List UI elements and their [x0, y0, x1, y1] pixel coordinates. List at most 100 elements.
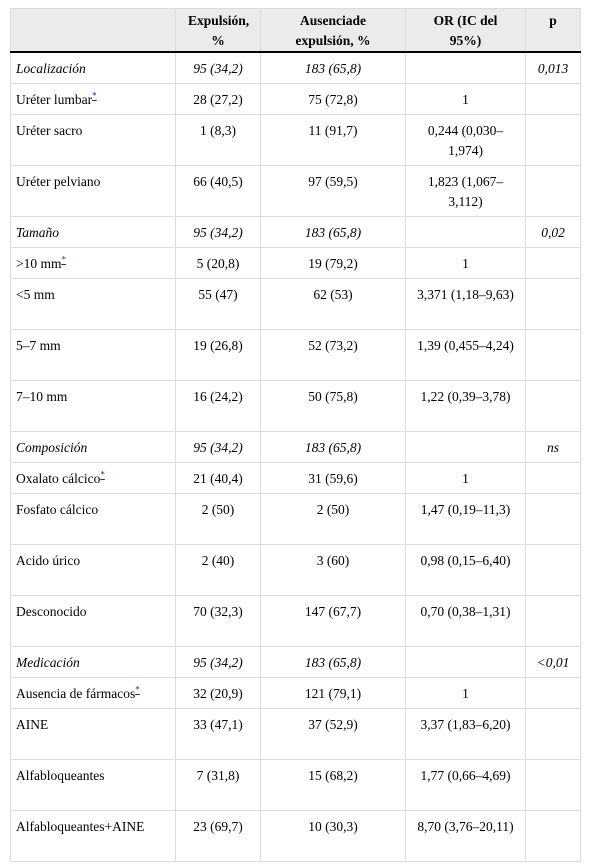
cell-ausencia: 75 (72,8) [260, 83, 406, 115]
cell-or: 0,244 (0,030–1,974) [405, 114, 526, 166]
cell-p [525, 83, 581, 115]
data-row: Fosfato cálcico 2 (50) 2 (50) 1,47 (0,19–11… [10, 493, 581, 545]
cell-ausencia: 19 (79,2) [260, 247, 406, 279]
cell-p [525, 493, 581, 545]
label-text: 7–10 mm [16, 389, 68, 404]
label-text: >10 mm [16, 256, 62, 271]
cell-expulsion: 55 (47) [175, 278, 261, 330]
row-label: Uréter sacro [10, 114, 176, 166]
cell-or [405, 51, 526, 84]
cell-or [405, 646, 526, 678]
row-label: Alfabloqueantes+AINE [10, 810, 176, 862]
label-text: Uréter pelviano [16, 174, 101, 189]
results-table: Expulsión, % Ausenciade expulsión, % OR … [10, 8, 581, 862]
section-row: Tamaño 95 (34,2) 183 (65,8) 0,02 [10, 216, 581, 248]
data-row: AINE 33 (47,1) 37 (52,9) 3,37 (1,83–6,20) [10, 708, 581, 760]
cell-or: 1,22 (0,39–3,78) [405, 380, 526, 432]
header-cell: OR (IC del 95%) [405, 8, 526, 53]
cell-or: 3,37 (1,83–6,20) [405, 708, 526, 760]
header-row: Expulsión, % Ausenciade expulsión, % OR … [10, 8, 581, 53]
cell-or: 0,98 (0,15–6,40) [405, 544, 526, 596]
cell-ausencia: 183 (65,8) [260, 216, 406, 248]
cell-p: 0,02 [525, 216, 581, 248]
row-label: Uréter lumbar* [10, 83, 176, 115]
label-text: Alfabloqueantes+AINE [16, 819, 145, 834]
cell-ausencia: 147 (67,7) [260, 595, 406, 647]
cell-ausencia: 62 (53) [260, 278, 406, 330]
row-label: Uréter pelviano [10, 165, 176, 217]
cell-ausencia: 183 (65,8) [260, 646, 406, 678]
cell-expulsion: 95 (34,2) [175, 431, 261, 463]
data-row: Uréter pelviano 66 (40,5) 97 (59,5) 1,823 (… [10, 165, 581, 217]
cell-ausencia: 121 (79,1) [260, 677, 406, 709]
data-row: Ausencia de fármacos* 32 (20,9) 121 (79,1)… [10, 677, 581, 709]
cell-or: 1 [405, 462, 526, 494]
label-text: Ausencia de fármacos [16, 686, 136, 701]
label-text: Localización [16, 61, 86, 76]
label-text: AINE [16, 717, 49, 732]
cell-expulsion: 2 (40) [175, 544, 261, 596]
cell-ausencia: 3 (60) [260, 544, 406, 596]
cell-or [405, 216, 526, 248]
header-cell: p [525, 8, 581, 53]
cell-p: ns [525, 431, 581, 463]
label-text: Oxalato cálcico [16, 471, 101, 486]
cell-p [525, 708, 581, 760]
cell-p: 0,013 [525, 51, 581, 84]
cell-or: 1 [405, 247, 526, 279]
footnote-mark: * [61, 254, 67, 265]
cell-expulsion: 95 (34,2) [175, 646, 261, 678]
cell-or: 1 [405, 83, 526, 115]
cell-p [525, 462, 581, 494]
row-label: Medicación [10, 646, 176, 678]
label-text: Composición [16, 440, 88, 455]
cell-expulsion: 5 (20,8) [175, 247, 261, 279]
section-row: Medicación 95 (34,2) 183 (65,8) <0,01 [10, 646, 581, 678]
cell-expulsion: 19 (26,8) [175, 329, 261, 381]
row-label: AINE [10, 708, 176, 760]
cell-ausencia: 183 (65,8) [260, 431, 406, 463]
label-text: Tamaño [16, 225, 60, 240]
header-cell: Expulsión, % [175, 8, 261, 53]
row-label: Acido úrico [10, 544, 176, 596]
row-label: Oxalato cálcico* [10, 462, 176, 494]
cell-p: <0,01 [525, 646, 581, 678]
cell-expulsion: 23 (69,7) [175, 810, 261, 862]
data-row: >10 mm* 5 (20,8) 19 (79,2) 1 [10, 247, 581, 279]
data-row: 5–7 mm 19 (26,8) 52 (73,2) 1,39 (0,455–4,24… [10, 329, 581, 381]
cell-or: 1,77 (0,66–4,69) [405, 759, 526, 811]
label-text: 5–7 mm [16, 338, 61, 353]
row-label: Ausencia de fármacos* [10, 677, 176, 709]
data-row: Oxalato cálcico* 21 (40,4) 31 (59,6) 1 [10, 462, 581, 494]
label-text: Desconocido [16, 604, 87, 619]
cell-ausencia: 183 (65,8) [260, 51, 406, 84]
row-label: Tamaño [10, 216, 176, 248]
cell-ausencia: 10 (30,3) [260, 810, 406, 862]
cell-or: 8,70 (3,76–20,11) [405, 810, 526, 862]
label-text: Alfabloqueantes [16, 768, 105, 783]
cell-p [525, 278, 581, 330]
data-row: Desconocido 70 (32,3) 147 (67,7) 0,70 (0,38… [10, 595, 581, 647]
cell-expulsion: 70 (32,3) [175, 595, 261, 647]
cell-p [525, 544, 581, 596]
cell-expulsion: 33 (47,1) [175, 708, 261, 760]
data-row: <5 mm 55 (47) 62 (53) 3,371 (1,18–9,63) [10, 278, 581, 330]
cell-ausencia: 15 (68,2) [260, 759, 406, 811]
row-label: >10 mm* [10, 247, 176, 279]
cell-ausencia: 97 (59,5) [260, 165, 406, 217]
cell-or: 1 [405, 677, 526, 709]
cell-or: 1,39 (0,455–4,24) [405, 329, 526, 381]
row-label: Composición [10, 431, 176, 463]
data-row: Uréter lumbar* 28 (27,2) 75 (72,8) 1 [10, 83, 581, 115]
cell-expulsion: 16 (24,2) [175, 380, 261, 432]
cell-p [525, 165, 581, 217]
cell-or: 1,823 (1,067–3,112) [405, 165, 526, 217]
cell-p [525, 595, 581, 647]
cell-p [525, 114, 581, 166]
cell-p [525, 247, 581, 279]
row-label: Fosfato cálcico [10, 493, 176, 545]
row-label: 7–10 mm [10, 380, 176, 432]
section-row: Localización 95 (34,2) 183 (65,8) 0,013 [10, 51, 581, 84]
cell-expulsion: 28 (27,2) [175, 83, 261, 115]
cell-ausencia: 2 (50) [260, 493, 406, 545]
